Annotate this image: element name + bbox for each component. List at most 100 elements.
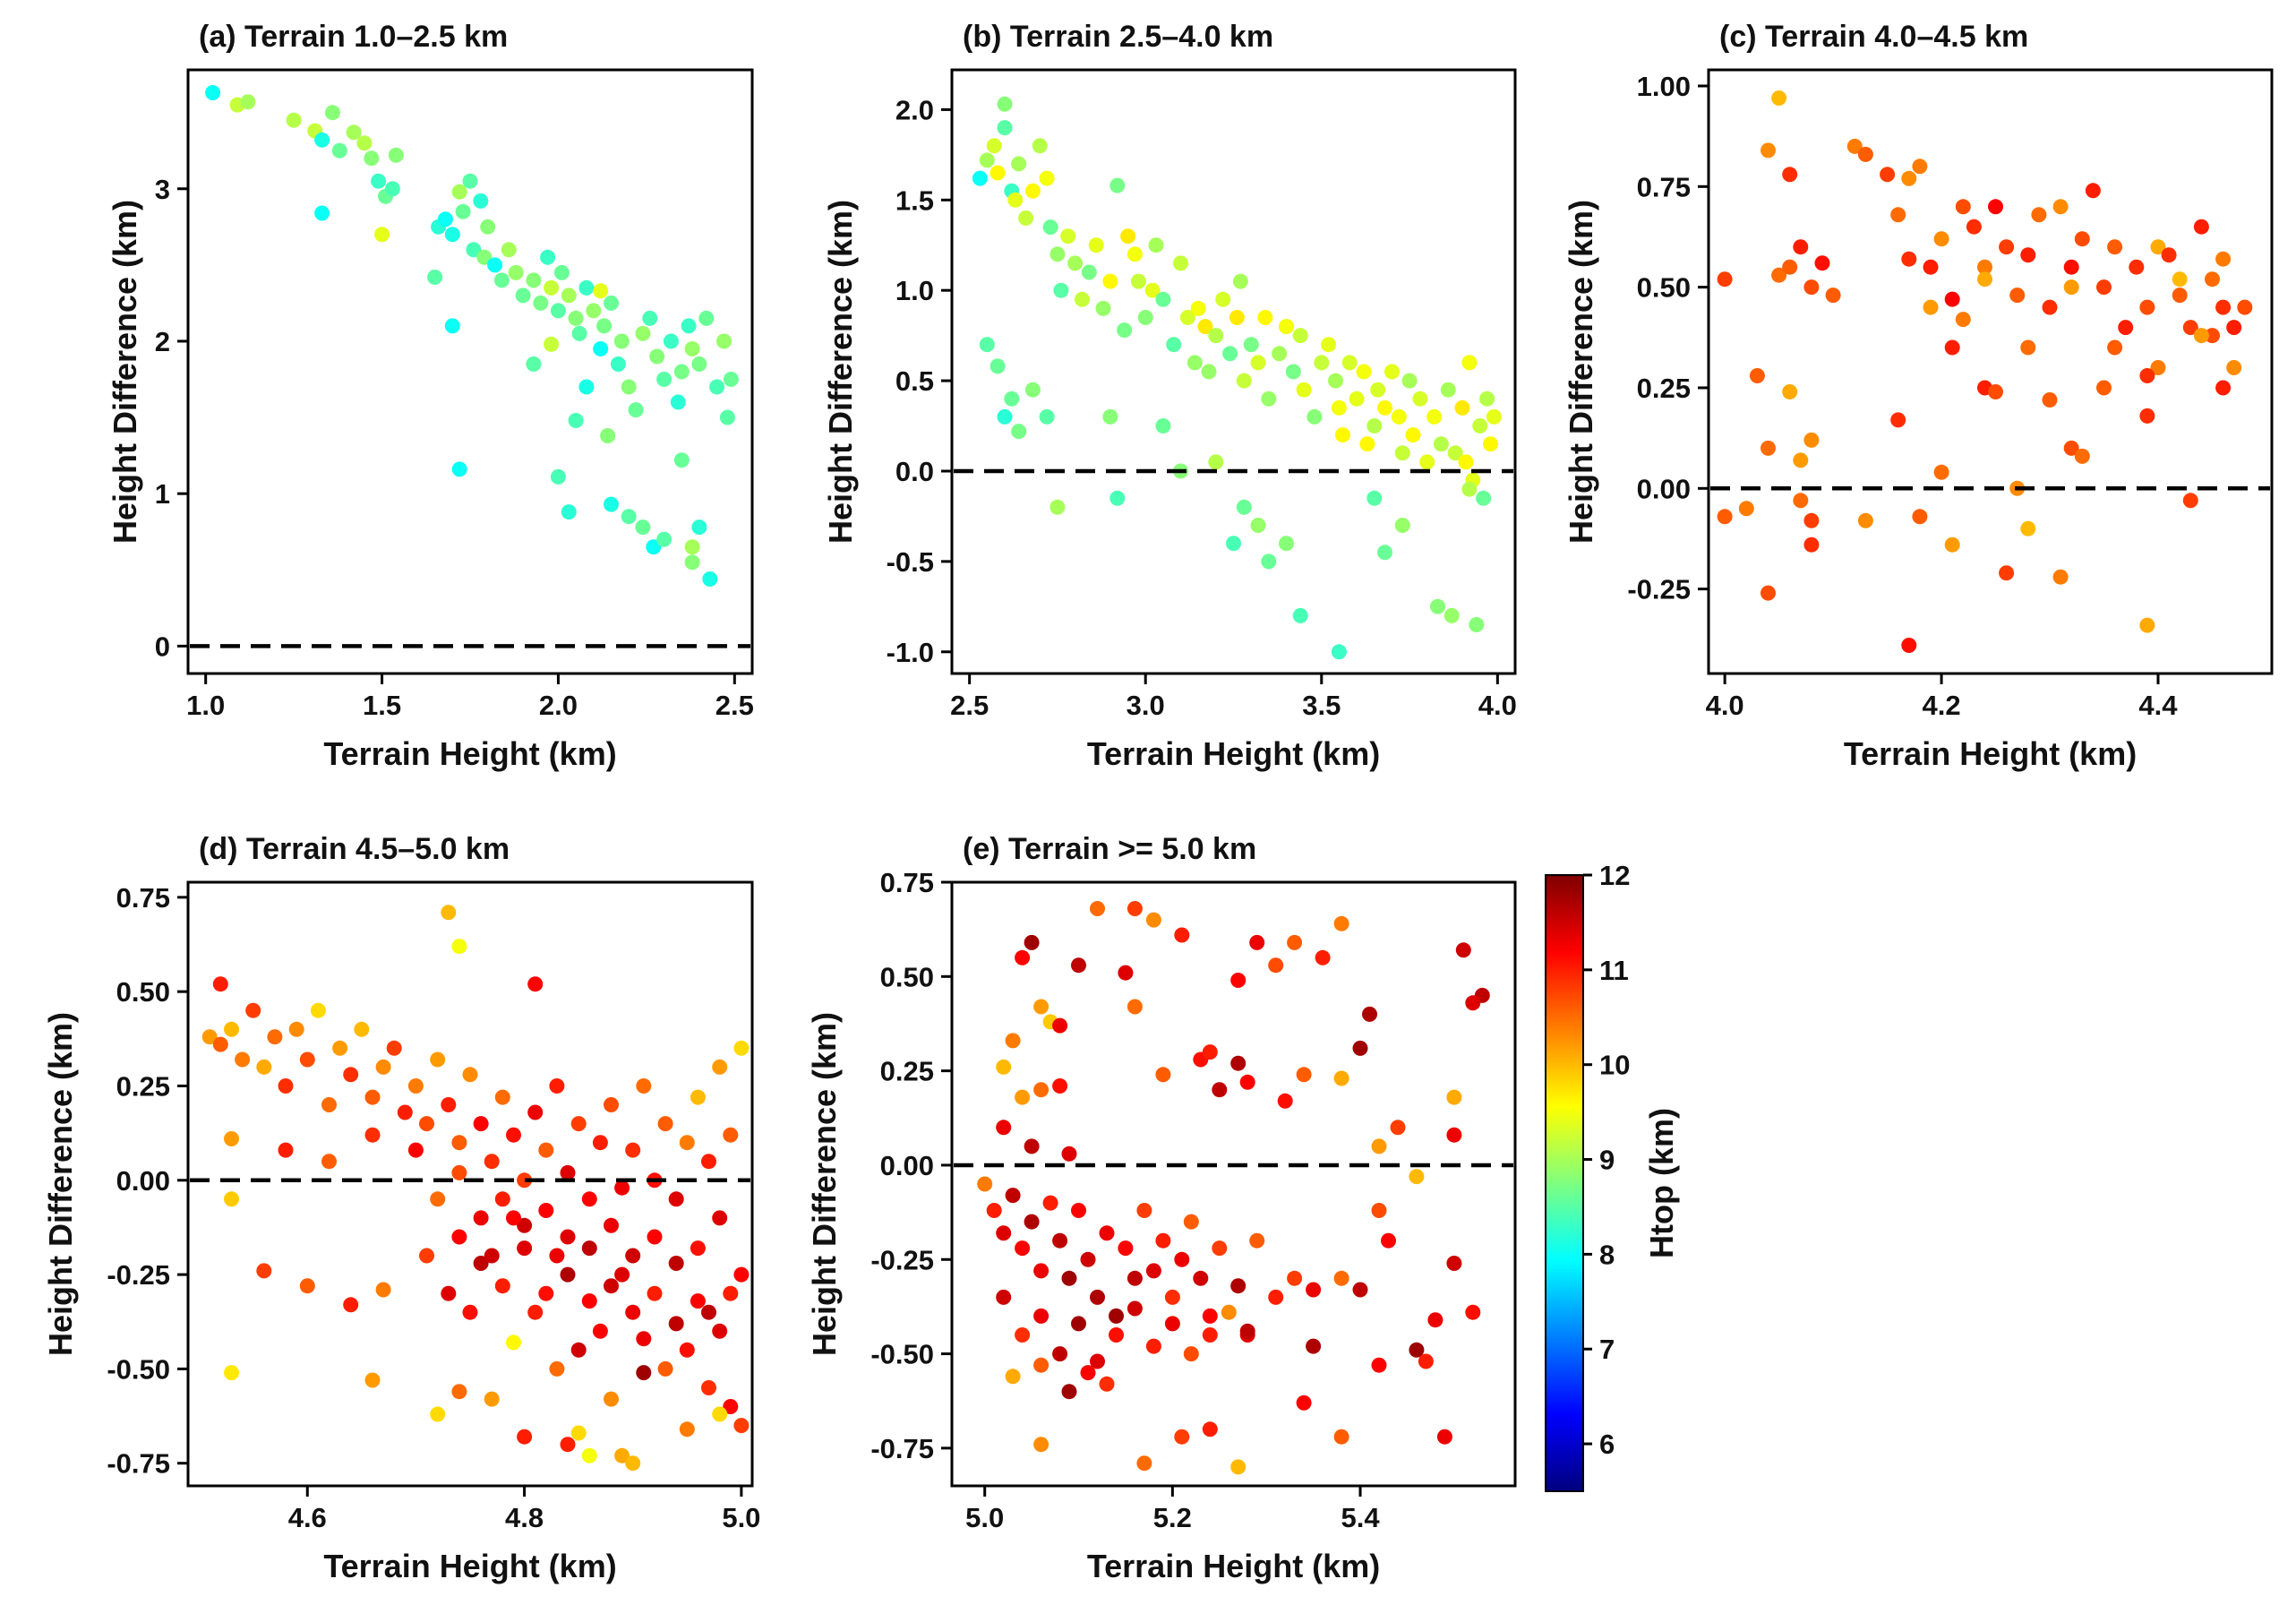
scatter-point: [1430, 598, 1445, 614]
scatter-point: [657, 1116, 673, 1132]
scatter-point: [1004, 390, 1020, 407]
scatter-point: [614, 1447, 630, 1463]
scatter-point: [553, 264, 570, 280]
scatter-points: [205, 85, 739, 587]
scatter-point: [1042, 219, 1058, 236]
scatter-point: [267, 1029, 283, 1045]
scatter-point: [1166, 337, 1182, 353]
scatter-point: [2042, 299, 2058, 315]
scatter-point: [592, 1323, 608, 1339]
scatter-point: [668, 1191, 684, 1207]
scatter-point: [1901, 251, 1917, 267]
scatter-point: [647, 1229, 663, 1245]
scatter-point: [621, 509, 637, 525]
scatter-point: [1193, 1270, 1209, 1286]
scatter-point: [1296, 382, 1312, 398]
scatter-point: [354, 1021, 370, 1037]
scatter-point: [1033, 1263, 1049, 1279]
y-axis-label: Height Difference (km): [1563, 200, 1599, 544]
scatter-point: [1033, 1082, 1049, 1098]
scatter-point: [1117, 322, 1133, 339]
scatter-point: [2063, 440, 2079, 456]
scatter-point: [604, 496, 619, 512]
scatter-point: [374, 227, 390, 243]
scatter-point: [2096, 279, 2112, 296]
scatter-point: [1232, 273, 1248, 289]
scatter-point: [544, 279, 560, 296]
scatter-point: [1024, 183, 1041, 199]
y-tick-label: 0.50: [1637, 272, 1691, 304]
scatter-point: [1370, 382, 1386, 398]
scatter-point: [256, 1059, 272, 1075]
scatter-point: [1292, 328, 1308, 344]
scatter-point: [1127, 1270, 1143, 1286]
scatter-point: [1202, 1044, 1218, 1060]
scatter-point: [2150, 360, 2166, 375]
scatter-point: [979, 152, 995, 168]
scatter-point: [656, 531, 673, 547]
scatter-point: [1221, 1304, 1237, 1320]
plot-frame: [1707, 68, 2274, 675]
scatter-point: [642, 310, 658, 326]
scatter-point: [604, 1278, 619, 1294]
scatter-point: [1285, 364, 1301, 380]
plot-frame: [950, 68, 1517, 675]
scatter-point: [1486, 408, 1502, 425]
scatter-point: [723, 1399, 739, 1414]
scatter-point: [212, 1036, 228, 1052]
y-tick-label: 0.50: [880, 961, 934, 992]
scatter-point: [466, 242, 482, 258]
scatter-point: [1331, 644, 1347, 660]
scatter-point: [613, 333, 630, 349]
scatter-point: [1250, 518, 1266, 533]
scatter-point: [501, 242, 517, 258]
scatter-point: [1440, 382, 1456, 398]
scatter-point: [570, 1342, 587, 1358]
scatter-point: [506, 1127, 521, 1143]
scatter-point: [1032, 138, 1048, 154]
scatter-point: [506, 1210, 521, 1226]
scatter-point: [560, 1437, 576, 1453]
scatter-point: [1314, 355, 1330, 371]
scatter-point: [544, 336, 560, 352]
scatter-point: [1409, 1342, 1425, 1358]
scatter-point: [1174, 1251, 1190, 1267]
scatter-point: [2193, 328, 2209, 344]
scatter-point: [1099, 1225, 1115, 1241]
scatter-point: [527, 1304, 544, 1320]
scatter-point: [1268, 1289, 1284, 1305]
scatter-point: [581, 1240, 597, 1257]
scatter-point: [462, 1067, 478, 1083]
scatter-point: [441, 905, 457, 921]
scatter-point: [1042, 1195, 1058, 1211]
scatter-point: [484, 1391, 500, 1407]
scatter-point: [2129, 259, 2145, 275]
scatter-point: [1362, 1006, 1377, 1022]
scatter-point: [1007, 192, 1024, 208]
scatter-point: [1208, 454, 1224, 470]
scatter-point: [647, 1285, 663, 1301]
scatter-point: [2139, 617, 2155, 633]
scatter-point: [1412, 390, 1428, 407]
scatter-point: [604, 1097, 619, 1112]
y-axis-label: Height Difference (km): [806, 1012, 843, 1356]
scatter-point: [1127, 999, 1143, 1015]
scatter-point: [538, 1142, 554, 1158]
scatter-point: [1127, 901, 1143, 916]
scatter-point: [2215, 251, 2232, 267]
scatter-point: [278, 1142, 294, 1158]
scatter-point: [1761, 142, 1776, 159]
scatter-point: [1479, 390, 1495, 407]
scatter-point: [1164, 1289, 1180, 1305]
scatter-point: [1321, 337, 1337, 353]
scatter-point: [593, 283, 609, 299]
panel-title: (a) Terrain 1.0–2.5 km: [199, 20, 508, 54]
scatter-point: [716, 333, 732, 349]
scatter-point: [550, 303, 566, 319]
panel-d: (d) Terrain 4.5–5.0 km 4.6 4.8 5.0 -0.75 -0.5…: [42, 832, 760, 1584]
scatter-point: [462, 1304, 478, 1320]
panel-title: (b) Terrain 2.5–4.0 km: [963, 20, 1273, 54]
scatter-point: [1352, 1282, 1368, 1298]
scatter-point: [1144, 282, 1161, 298]
scatter-point: [278, 1078, 294, 1094]
